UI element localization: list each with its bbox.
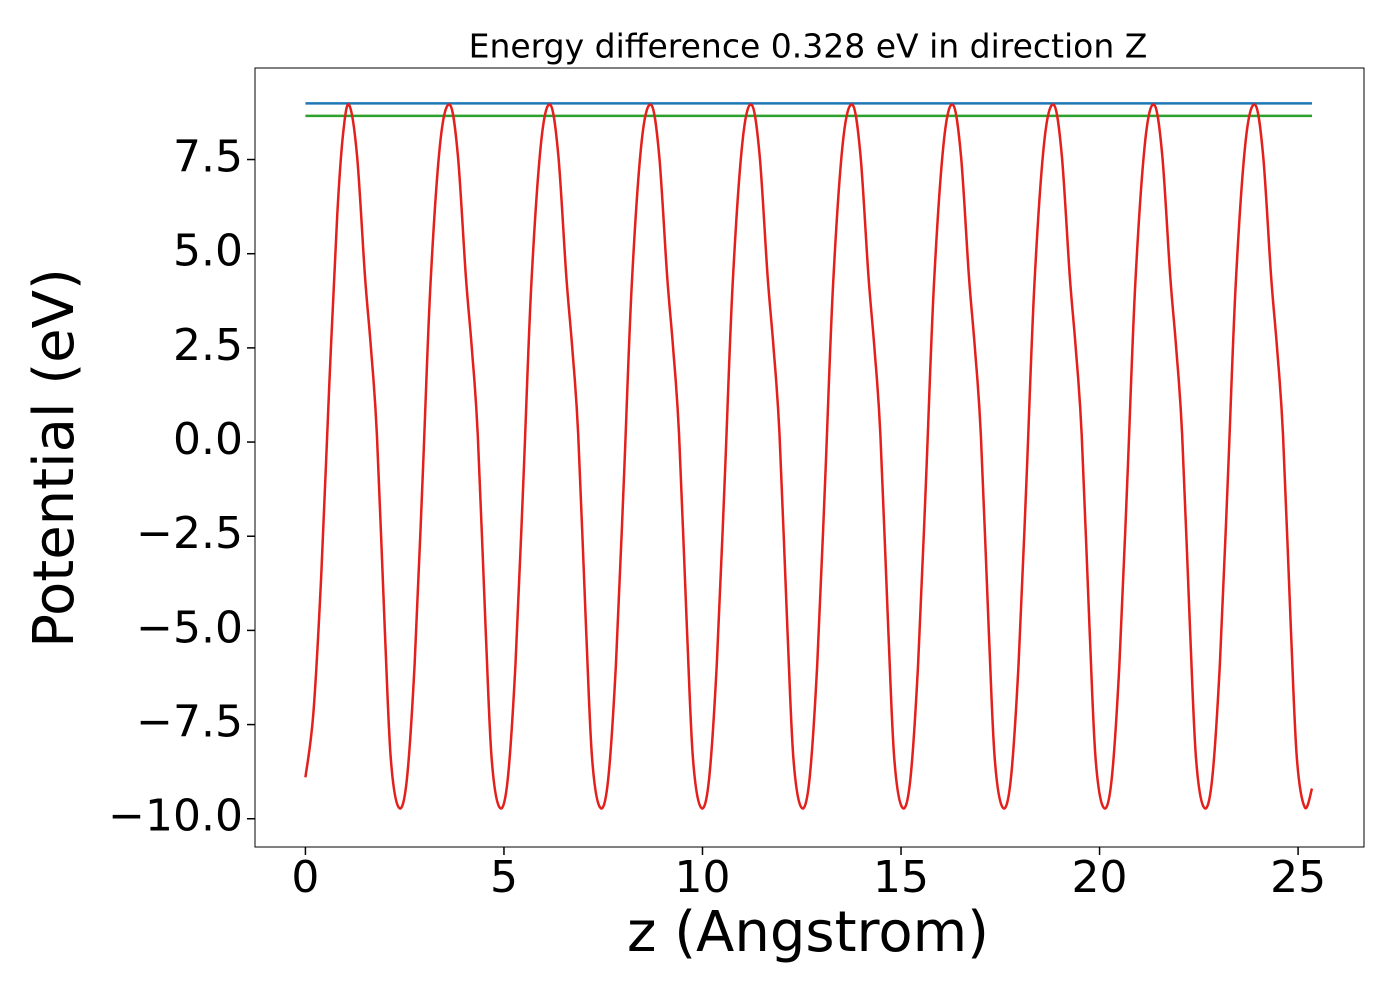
y-tick-label: −2.5	[136, 508, 243, 559]
y-tick-label: 7.5	[173, 132, 243, 183]
y-tick-label: −5.0	[136, 602, 243, 653]
x-tick-label: 5	[490, 852, 518, 903]
y-tick-label: 5.0	[173, 226, 243, 277]
line-series	[304, 103, 1314, 810]
x-axis-label: z (Angstrom)	[627, 900, 989, 965]
chart-title: Energy difference 0.328 eV in direction …	[469, 27, 1148, 66]
plot-frame	[254, 67, 1365, 848]
y-tick-label: 2.5	[173, 320, 243, 371]
x-tick-label: 10	[674, 852, 730, 903]
x-tick-label: 20	[1072, 852, 1128, 903]
y-tick-label: 0.0	[173, 414, 243, 465]
x-tick-label: 25	[1270, 852, 1326, 903]
x-tick-label: 0	[291, 852, 319, 903]
y-axis-label: Potential (eV)	[22, 268, 87, 648]
y-tick-label: −7.5	[136, 697, 243, 748]
y-tick-label: −10.0	[108, 791, 243, 842]
x-tick-label: 15	[873, 852, 929, 903]
